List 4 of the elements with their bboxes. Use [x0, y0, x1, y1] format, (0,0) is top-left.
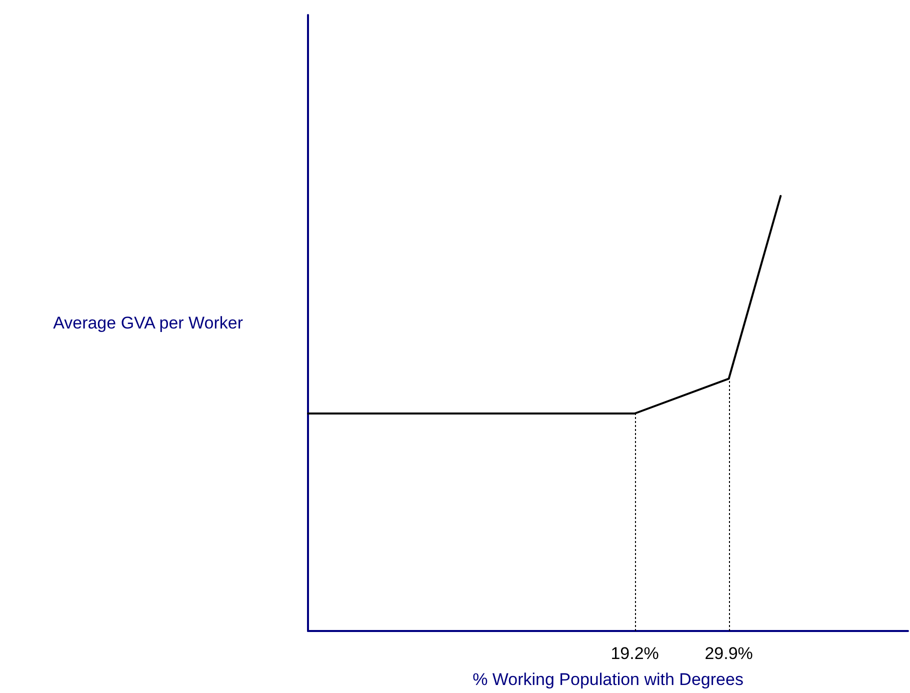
- x-tick-label: 29.9%: [704, 644, 753, 663]
- x-tick-label: 19.2%: [610, 644, 659, 663]
- y-axis-title: Average GVA per Worker: [53, 314, 244, 332]
- x-axis-title: % Working Population with Degrees: [472, 670, 744, 689]
